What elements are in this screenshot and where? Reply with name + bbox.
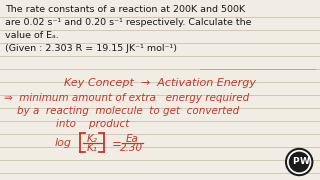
Text: into    product: into product [4, 119, 129, 129]
Text: log: log [55, 138, 72, 148]
Text: K₂: K₂ [87, 134, 97, 144]
Text: (Given : 2.303 R = 19.15 JK⁻¹ mol⁻¹): (Given : 2.303 R = 19.15 JK⁻¹ mol⁻¹) [5, 44, 177, 53]
Text: 2.30: 2.30 [120, 143, 144, 153]
Text: Key Concept  →  Activation Energy: Key Concept → Activation Energy [64, 78, 256, 88]
Text: value of Eₐ.: value of Eₐ. [5, 31, 59, 40]
Text: W: W [300, 156, 310, 165]
Text: ⇒  minimum amount of extra   energy required: ⇒ minimum amount of extra energy require… [4, 93, 249, 103]
Circle shape [290, 152, 309, 172]
Text: =: = [112, 138, 122, 151]
Circle shape [288, 150, 311, 174]
Text: are 0.02 s⁻¹ and 0.20 s⁻¹ respectively. Calculate the: are 0.02 s⁻¹ and 0.20 s⁻¹ respectively. … [5, 18, 252, 27]
Circle shape [286, 148, 313, 176]
Text: Ea: Ea [125, 134, 139, 144]
Text: by a  reacting  molecule  to get  converted: by a reacting molecule to get converted [4, 106, 239, 116]
Text: The rate constants of a reaction at 200K and 500K: The rate constants of a reaction at 200K… [5, 5, 245, 14]
Text: P: P [292, 156, 299, 165]
Text: K₁: K₁ [87, 143, 97, 153]
